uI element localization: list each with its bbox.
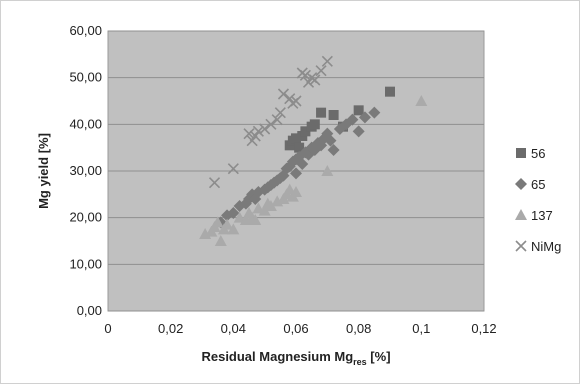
data-point-137 — [211, 216, 224, 228]
x-tick-label: 0,04 — [221, 321, 246, 336]
data-point-nimg — [284, 93, 296, 105]
data-point-137 — [258, 204, 271, 216]
y-tick-label: 60,00 — [69, 23, 102, 38]
data-point-65 — [296, 158, 309, 170]
data-point-nimg — [302, 76, 315, 88]
data-point-nimg — [227, 163, 239, 175]
data-point-137 — [415, 95, 428, 106]
legend-marker-nimg — [515, 240, 527, 252]
data-point-nimg — [309, 74, 321, 86]
data-point-65 — [346, 113, 359, 126]
data-point-nimg — [259, 123, 271, 135]
x-tick-label: 0,02 — [158, 321, 183, 336]
data-point-nimg — [252, 125, 264, 137]
data-point-65 — [327, 144, 340, 156]
data-point-56 — [300, 126, 311, 137]
data-point-nimg — [246, 135, 258, 147]
data-point-56 — [353, 105, 364, 116]
x-axis-title-main: Residual Magnesium Mg — [201, 349, 353, 364]
data-point-56 — [294, 142, 305, 153]
y-tick-label: 10,00 — [69, 256, 102, 271]
legend-marker-65 — [515, 178, 527, 190]
y-axis-ticks: 0,00 10,00 20,00 30,00 40,00 50,00 60,00 — [69, 23, 102, 318]
data-point-137 — [252, 202, 265, 214]
data-point-137 — [233, 211, 246, 223]
y-axis-title: Mg yield [%] — [36, 133, 51, 209]
x-tick-label: 0 — [104, 321, 111, 336]
data-point-nimg — [249, 130, 261, 142]
data-point-56 — [309, 119, 320, 130]
y-tick-label: 50,00 — [69, 70, 102, 85]
legend-label: 56 — [531, 146, 545, 161]
x-axis-title-subscript: res — [353, 357, 367, 367]
data-point-nimg — [290, 95, 302, 107]
y-tick-label: 20,00 — [69, 210, 102, 225]
data-point-nimg — [315, 65, 327, 77]
x-tick-label: 0,1 — [412, 321, 430, 336]
legend-label: 65 — [531, 177, 545, 192]
x-axis-title-suffix: [%] — [367, 349, 391, 364]
legend-label: NiMg — [531, 239, 561, 254]
data-point-nimg — [208, 177, 221, 189]
data-point-65 — [358, 111, 371, 124]
y-tick-label: 40,00 — [69, 116, 102, 131]
legend-marker-137 — [515, 209, 527, 220]
data-point-65 — [324, 134, 337, 147]
legend: 56 65 137 NiMg — [515, 146, 561, 254]
x-tick-label: 0,06 — [283, 321, 308, 336]
data-point-nimg — [271, 114, 283, 126]
data-point-nimg — [265, 118, 277, 130]
gridlines — [108, 30, 484, 312]
y-tick-label: 0,00 — [77, 303, 102, 318]
data-point-65 — [227, 207, 240, 219]
x-axis-ticks: 0 0,02 0,04 0,06 0,08 0,1 0,12 — [104, 321, 496, 336]
data-point-137 — [227, 223, 240, 235]
data-point-nimg — [299, 69, 311, 81]
data-point-56 — [328, 110, 339, 120]
data-point-137 — [321, 165, 334, 176]
legend-label: 137 — [531, 208, 553, 223]
data-point-56 — [291, 133, 301, 144]
data-point-56 — [316, 107, 327, 118]
data-point-nimg — [274, 107, 286, 119]
x-tick-label: 0,08 — [346, 321, 371, 336]
data-point-nimg — [277, 88, 290, 100]
x-axis-title: Residual Magnesium Mgres [%] — [201, 349, 390, 367]
data-point-56 — [385, 86, 395, 97]
data-point-137 — [214, 235, 227, 246]
data-points — [199, 55, 428, 246]
legend-marker-56 — [516, 148, 526, 158]
data-point-137 — [221, 218, 234, 230]
data-point-137 — [249, 214, 262, 225]
data-point-137 — [290, 186, 302, 197]
y-tick-label: 30,00 — [69, 163, 102, 178]
data-point-65 — [368, 106, 381, 119]
data-point-65 — [290, 167, 302, 180]
data-point-nimg — [243, 128, 255, 140]
data-point-137 — [264, 200, 277, 211]
x-tick-label: 0,12 — [471, 321, 496, 336]
data-point-nimg — [321, 55, 333, 67]
